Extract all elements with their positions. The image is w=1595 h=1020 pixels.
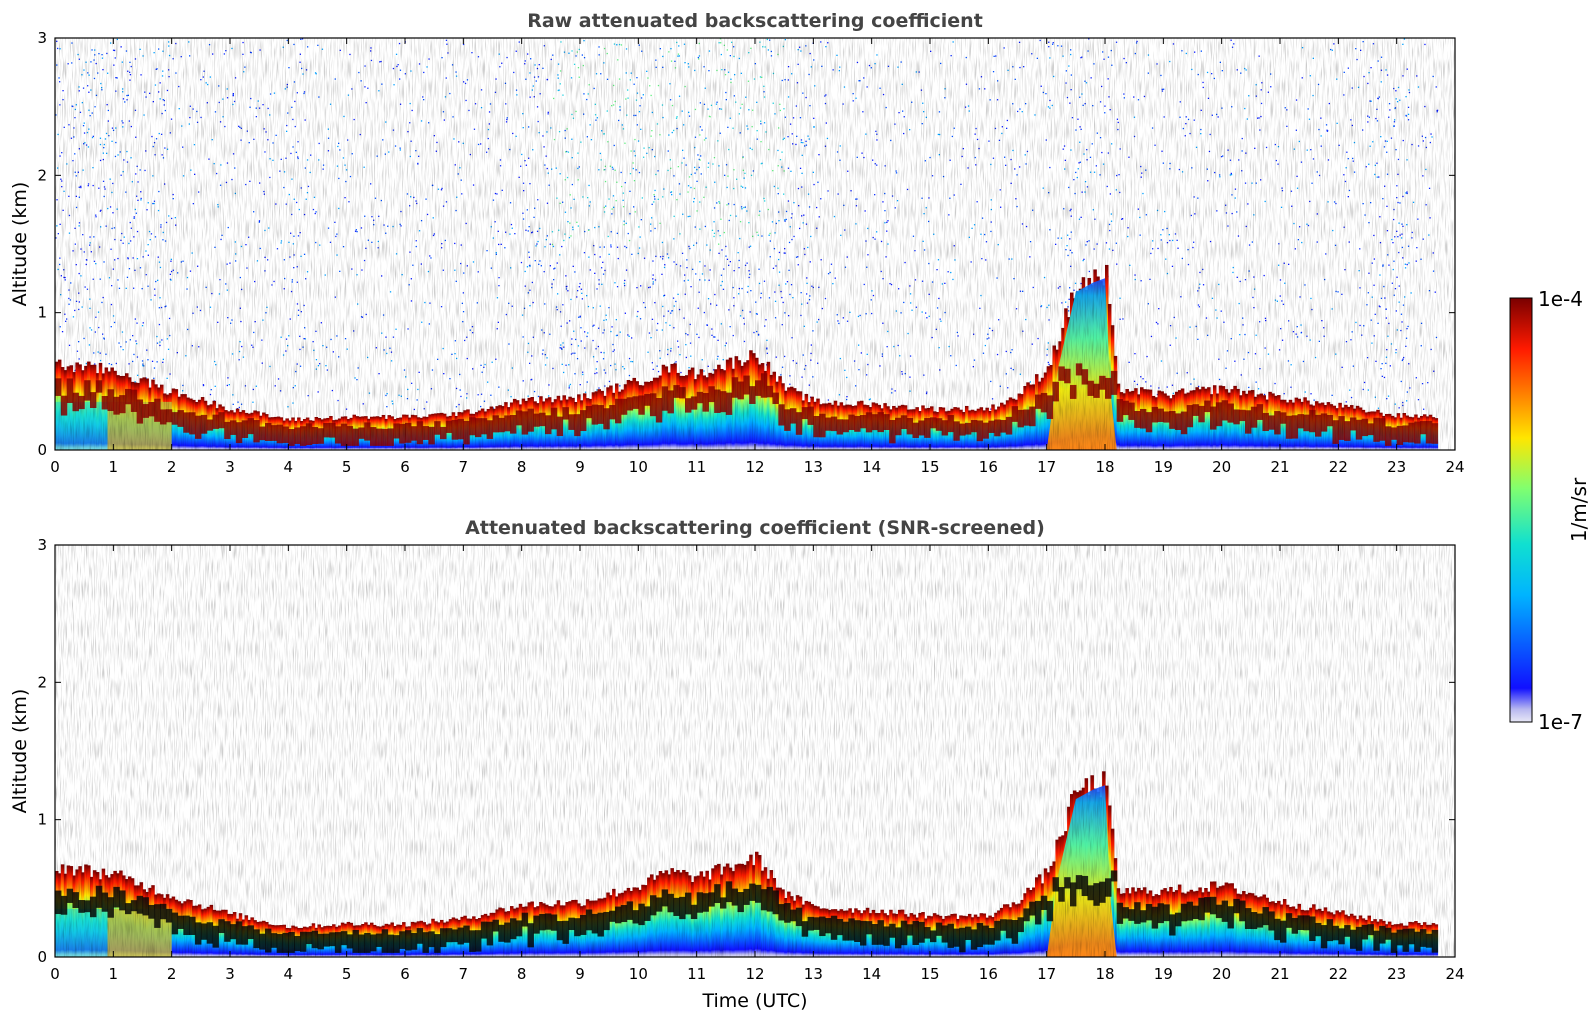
heatmap-area — [55, 38, 1455, 450]
x-tick-label: 23 — [1387, 458, 1406, 476]
y-tick-label: 0 — [37, 441, 47, 459]
x-tick-label: 18 — [1095, 458, 1114, 476]
texture-overlay — [55, 38, 1455, 450]
snr-screened-backscatter-panel: Attenuated backscattering coefficient (S… — [9, 517, 1465, 1012]
y-tick-label: 3 — [37, 29, 47, 47]
x-tick-label: 20 — [1212, 458, 1231, 476]
x-tick-label: 1 — [109, 458, 119, 476]
chart-title: Attenuated backscattering coefficient (S… — [465, 517, 1045, 539]
x-tick-label: 0 — [50, 458, 60, 476]
x-tick-label: 3 — [225, 458, 235, 476]
heatmap-area — [55, 545, 1455, 957]
x-tick-label: 6 — [400, 458, 410, 476]
x-tick-label: 13 — [804, 458, 823, 476]
x-tick-label: 8 — [517, 458, 527, 476]
chart-title: Raw attenuated backscattering coefficien… — [527, 10, 983, 32]
x-tick-label: 22 — [1329, 458, 1348, 476]
x-tick-label: 21 — [1270, 458, 1289, 476]
x-tick-label: 12 — [745, 458, 764, 476]
x-tick-label: 5 — [342, 458, 352, 476]
x-tick-label: 2 — [167, 458, 177, 476]
x-tick-label: 7 — [459, 458, 469, 476]
y-axis-label: Altitude (km) — [9, 182, 31, 307]
x-tick-label: 17 — [1037, 458, 1056, 476]
x-tick-label: 9 — [575, 458, 585, 476]
y-tick-label: 2 — [37, 166, 47, 184]
axis-ticks: 0 1 2 3 4 5 6 7 8 9 10 11 12 13 14 15 16 17 18 19 20 21 22 23 24… — [37, 29, 1464, 476]
x-tick-label: 10 — [629, 458, 648, 476]
y-tick-label: 1 — [37, 304, 47, 322]
x-tick-label: 14 — [862, 458, 881, 476]
x-tick-label: 11 — [687, 458, 706, 476]
x-tick-label: 15 — [920, 458, 939, 476]
x-tick-label: 4 — [284, 458, 294, 476]
x-tick-label: 24 — [1445, 458, 1464, 476]
x-tick-label: 19 — [1154, 458, 1173, 476]
x-tick-label: 16 — [979, 458, 998, 476]
raw-backscatter-panel: Raw attenuated backscattering coefficien… — [9, 10, 1465, 476]
